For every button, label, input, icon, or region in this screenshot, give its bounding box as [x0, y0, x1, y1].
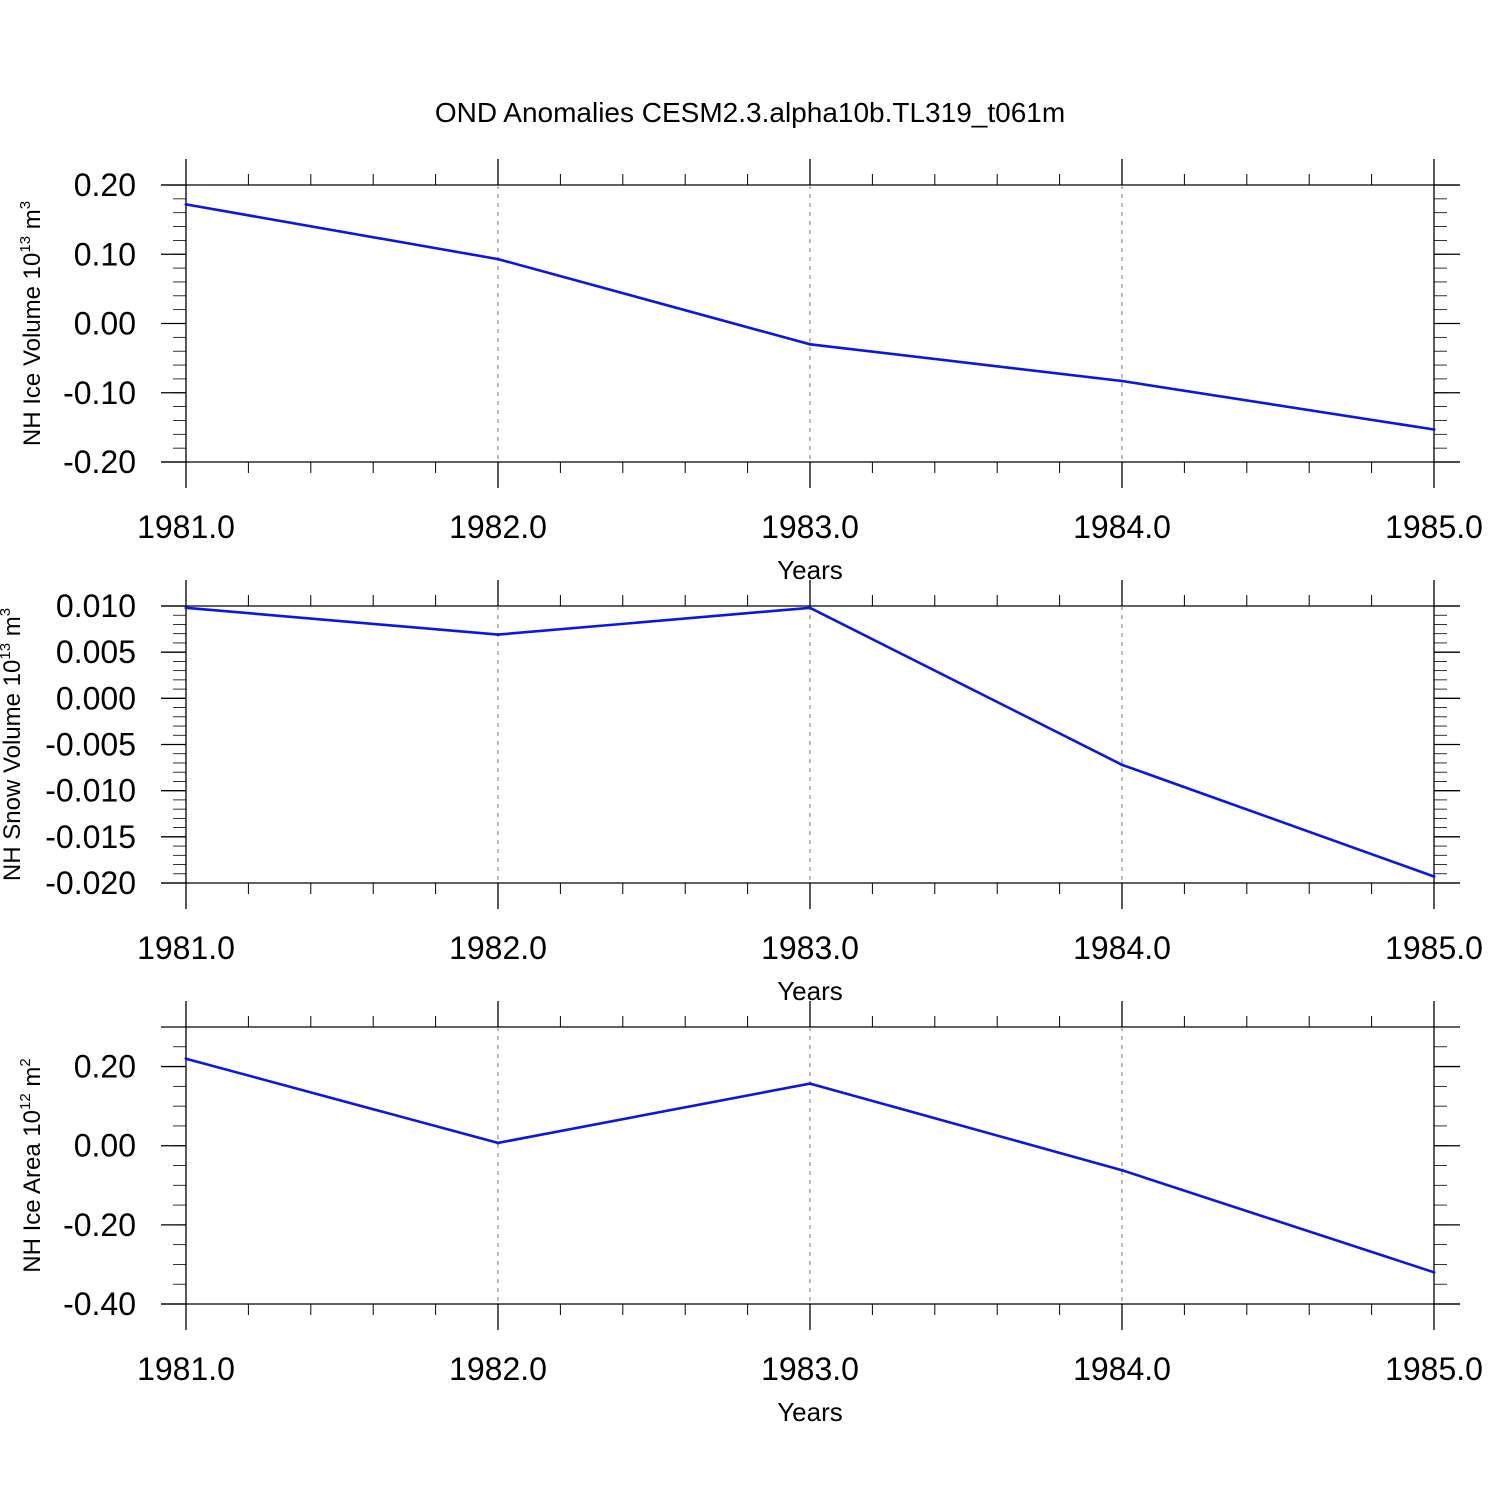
panel-1: 1981.0 1982.0 1983.0 1984.0 1985.0 0.20 0.10 0.…	[17, 159, 1483, 585]
y-tick-label: 0.00	[74, 1128, 136, 1164]
x-tick-label: 1984.0	[1073, 509, 1171, 545]
x-tick-label: 1984.0	[1073, 930, 1171, 966]
data-point	[1432, 1270, 1436, 1274]
data-point	[496, 257, 500, 261]
y-axis-title: NH Ice Volume 1013 m3	[17, 201, 46, 446]
y-tick-label: 0.00	[74, 306, 136, 342]
y-tick-label: -0.015	[45, 819, 136, 855]
y-tick-label: -0.10	[63, 375, 136, 411]
data-point	[496, 633, 500, 637]
y-tick-label: 0.10	[74, 236, 136, 272]
y-tick-label: -0.010	[45, 773, 136, 809]
x-axis-title: Years	[777, 1397, 843, 1427]
data-point	[496, 1141, 500, 1145]
x-tick-label: 1985.0	[1385, 1351, 1483, 1387]
panels: 1981.0 1982.0 1983.0 1984.0 1985.0 0.20 0.10 0.…	[0, 159, 1483, 1427]
y-tick-label: -0.005	[45, 727, 136, 763]
figure-title: OND Anomalies CESM2.3.alpha10b.TL319_t06…	[435, 97, 1065, 128]
x-tick-label: 1983.0	[761, 509, 859, 545]
x-tick-label: 1982.0	[449, 509, 547, 545]
x-tick-label: 1982.0	[449, 930, 547, 966]
y-tick-label: 0.20	[74, 167, 136, 203]
data-point	[184, 202, 188, 206]
data-point	[1120, 763, 1124, 767]
y-tick-label: -0.020	[45, 865, 136, 901]
y-tick-label: -0.20	[63, 444, 136, 480]
y-tick-label: 0.010	[56, 588, 136, 624]
data-point	[184, 606, 188, 610]
data-point	[808, 342, 812, 346]
panel-3: 1981.0 1982.0 1983.0 1984.0 1985.0 0.20 0.00 -0…	[17, 1001, 1483, 1427]
y-tick-label: -0.20	[63, 1207, 136, 1243]
data-point	[808, 1082, 812, 1086]
y-tick-label: 0.000	[56, 680, 136, 716]
data-point	[808, 606, 812, 610]
data-point	[1120, 1168, 1124, 1172]
x-tick-label: 1983.0	[761, 930, 859, 966]
data-point	[184, 1057, 188, 1061]
y-axis-title: NH Snow Volume 1013 m3	[0, 608, 26, 881]
x-tick-label: 1981.0	[137, 1351, 235, 1387]
y-tick-label: -0.40	[63, 1286, 136, 1322]
x-tick-label: 1981.0	[137, 509, 235, 545]
x-tick-label: 1981.0	[137, 930, 235, 966]
y-axis-title: NH Ice Area 1012 m2	[17, 1058, 46, 1272]
panel-2: 1981.0 1982.0 1983.0 1984.0 1985.0 0.010 0.005…	[0, 580, 1483, 1006]
x-tick-label: 1984.0	[1073, 1351, 1171, 1387]
x-tick-label: 1985.0	[1385, 930, 1483, 966]
x-tick-label: 1983.0	[761, 1351, 859, 1387]
x-tick-label: 1982.0	[449, 1351, 547, 1387]
data-point	[1432, 875, 1436, 879]
y-tick-label: 0.005	[56, 634, 136, 670]
data-point	[1120, 379, 1124, 383]
x-tick-label: 1985.0	[1385, 509, 1483, 545]
data-point	[1432, 427, 1436, 431]
y-tick-label: 0.20	[74, 1049, 136, 1085]
